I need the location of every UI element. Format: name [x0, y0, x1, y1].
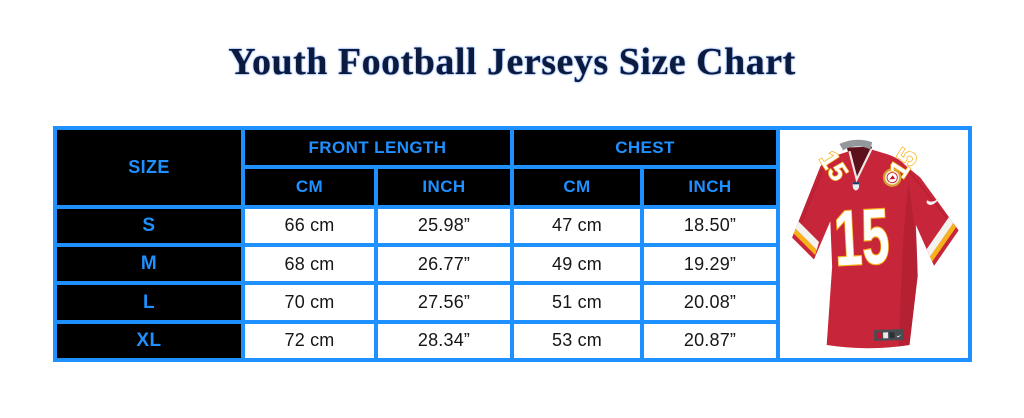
jersey-image: 15 15 15 [782, 132, 966, 356]
jock-tag [873, 329, 905, 341]
chiefs-patch-icon [882, 168, 902, 187]
col-header-size: SIZE [53, 126, 245, 209]
collar-opening [846, 146, 873, 184]
size-label-m: M [53, 243, 245, 286]
jersey-body [792, 149, 959, 349]
s-front-inch: 25.98” [374, 204, 514, 248]
l-front-inch: 27.56” [374, 281, 514, 324]
nfl-shield-icon [852, 182, 860, 191]
col-header-front-length: FRONT LENGTH [241, 125, 514, 170]
subheader-front-cm: CM [241, 165, 378, 209]
subheader-chest-inch: INCH [640, 165, 780, 209]
product-image-cell: 15 15 15 [776, 126, 972, 362]
nike-swoosh-icon [926, 197, 940, 205]
s-chest-cm: 47 cm [510, 204, 644, 248]
subheader-front-inch: INCH [374, 165, 514, 209]
l-chest-cm: 51 cm [510, 281, 644, 324]
col-header-chest: CHEST [510, 125, 780, 170]
m-chest-cm: 49 cm [510, 243, 644, 286]
m-front-cm: 68 cm [241, 243, 378, 286]
table-row-s: S 66 cm 25.98” 47 cm 18.50” [53, 204, 970, 248]
table-row-xl: XL 72 cm 28.34” 53 cm 20.87” [53, 319, 970, 363]
xl-chest-cm: 53 cm [510, 319, 644, 363]
m-front-inch: 26.77” [374, 243, 514, 286]
s-chest-inch: 18.50” [640, 204, 780, 248]
page-title: Youth Football Jerseys Size Chart [228, 41, 796, 83]
xl-front-inch: 28.34” [374, 319, 514, 363]
collar-trim [848, 148, 873, 183]
jersey-graphic-icon: 15 15 15 [792, 139, 959, 349]
size-label-xl: XL [53, 319, 245, 363]
back-collar [839, 139, 873, 151]
xl-front-cm: 72 cm [241, 319, 378, 363]
size-label-l: L [53, 281, 245, 324]
size-chart-table: SIZE FRONT LENGTH CHEST [53, 125, 972, 363]
jersey-number-chest: 15 [832, 192, 891, 283]
m-chest-inch: 19.29” [640, 243, 780, 286]
xl-chest-inch: 20.87” [640, 319, 780, 363]
table-row-m: M 68 cm 26.77” 49 cm 19.29” [53, 243, 970, 286]
size-label-s: S [53, 204, 245, 248]
l-front-cm: 70 cm [241, 281, 378, 324]
table-row-l: L 70 cm 27.56” 51 cm 20.08” [53, 281, 970, 324]
l-chest-inch: 20.08” [640, 281, 780, 324]
s-front-cm: 66 cm [241, 204, 378, 248]
subheader-chest-cm: CM [510, 165, 644, 209]
